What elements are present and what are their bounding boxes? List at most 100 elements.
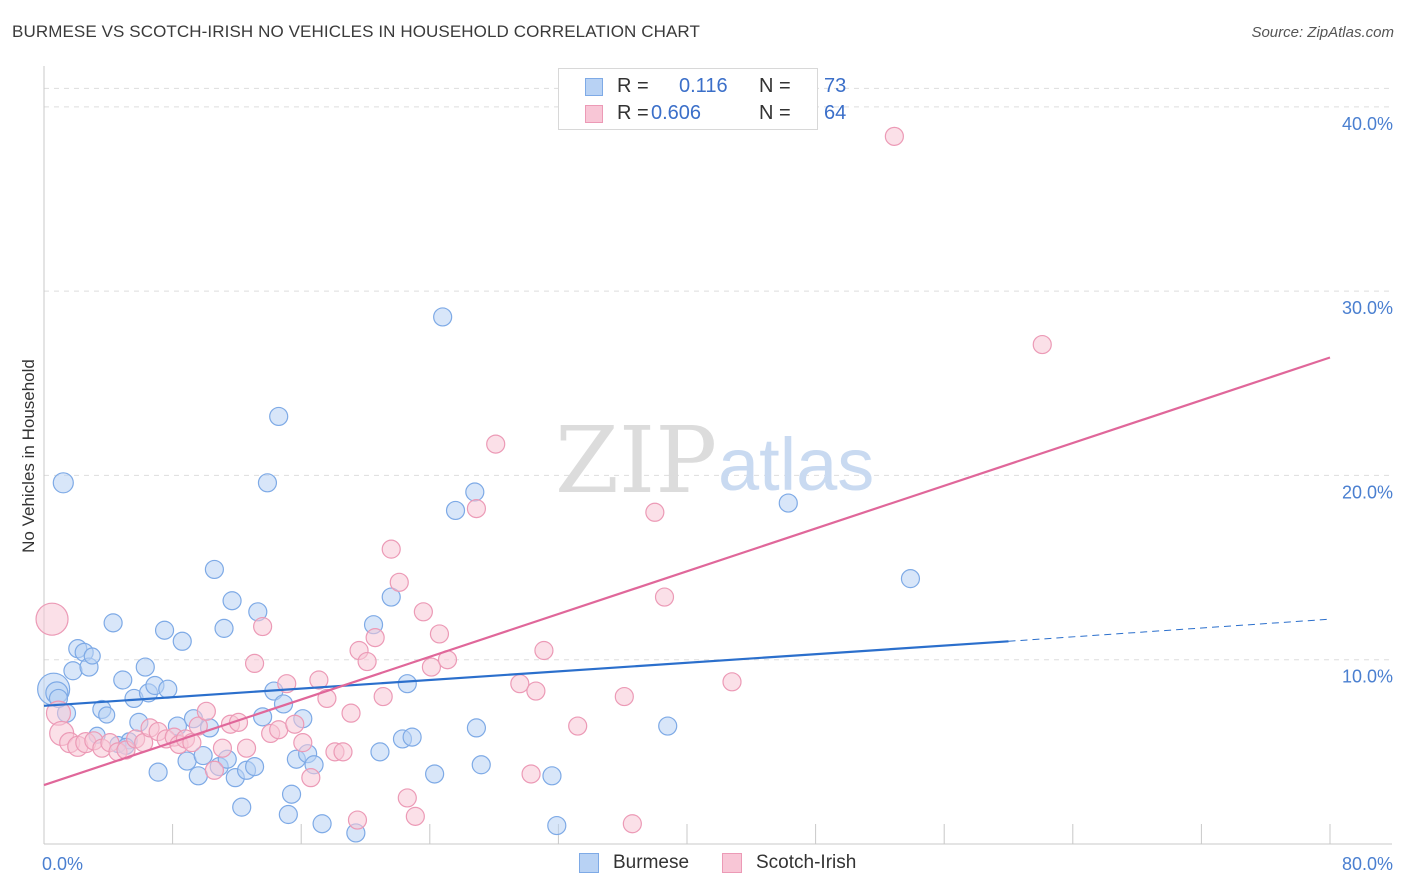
watermark-zip: ZIP: [555, 407, 717, 514]
burmese-point: [397, 674, 417, 694]
scotch-irish-point: [365, 627, 385, 648]
burmese-trend-line: [43, 640, 1009, 707]
burmese-point: [135, 657, 155, 677]
scotch-irish-point: [236, 738, 257, 758]
scotch-irish-point: [244, 653, 265, 674]
series-scotch-irish: [35, 126, 1052, 834]
burmese-point: [465, 482, 485, 502]
burmese-point: [425, 764, 445, 784]
bottom-legend-label-burmese: Burmese: [613, 852, 690, 873]
scotch-irish-point: [654, 587, 675, 607]
scotch-irish-point: [722, 672, 742, 692]
burmese-point: [402, 727, 422, 747]
burmese-point: [103, 613, 123, 633]
y-tick-label: 40.0%: [1342, 114, 1393, 134]
burmese-point: [778, 493, 798, 513]
scotch-irish-trend-line: [43, 356, 1331, 787]
scotch-irish-point: [285, 714, 305, 734]
burmese-point: [154, 620, 175, 640]
bottom-legend-swatch-burmese: [579, 853, 599, 873]
scotch-irish-point: [253, 616, 273, 637]
scotch-irish-point: [196, 701, 216, 721]
scotch-irish-point: [614, 686, 634, 707]
scotch-irish-point: [381, 539, 401, 559]
scotch-irish-point: [405, 806, 425, 826]
trend-layer: [43, 356, 1331, 787]
burmese-point: [253, 707, 273, 727]
burmese-trend-extension: [1008, 618, 1331, 642]
burmese-point: [312, 814, 332, 834]
burmese-point: [542, 766, 562, 786]
scotch-irish-point: [526, 681, 546, 701]
scotch-irish-point: [466, 499, 487, 519]
bottom-legend-label-scotch-irish: Scotch-Irish: [756, 852, 857, 873]
legend-n-value: 73: [824, 75, 847, 97]
legend-n-value: 64: [824, 102, 847, 124]
scotch-irish-point: [188, 716, 208, 736]
scotch-irish-point: [429, 624, 450, 644]
burmese-point: [148, 762, 168, 782]
legend-r-value: 0.606: [651, 102, 702, 124]
y-axis-label: No Vehicles in Household: [19, 359, 38, 553]
scotch-irish-point: [884, 126, 904, 146]
scotch-irish-point: [357, 651, 377, 672]
burmese-point: [214, 618, 234, 638]
burmese-point: [433, 307, 453, 327]
burmese-point: [370, 742, 390, 762]
scotch-irish-point: [373, 686, 393, 707]
legend-swatch-scotch-irish: [585, 105, 603, 123]
scotch-irish-point: [521, 764, 541, 784]
scotch-irish-point: [421, 657, 442, 677]
correlation-legend: R = 0.116 N = 73 R = 0.606 N = 64: [558, 68, 846, 130]
burmese-point: [63, 661, 83, 681]
burmese-point: [445, 500, 466, 521]
burmese-point: [52, 472, 74, 494]
scotch-irish-point: [413, 602, 433, 622]
scotch-irish-point: [389, 572, 409, 592]
legend-swatch-burmese: [585, 78, 603, 96]
grid-layer: [44, 87, 1392, 661]
burmese-point: [278, 804, 298, 825]
series-burmese: [37, 307, 921, 843]
scotch-irish-point: [341, 703, 361, 723]
chart-title: BURMESE VS SCOTCH-IRISH NO VEHICLES IN H…: [12, 22, 700, 41]
legend-n-label: N =: [759, 75, 791, 97]
legend-n-label: N =: [759, 102, 791, 124]
scotch-irish-point: [510, 674, 530, 694]
scotch-irish-point: [35, 602, 69, 636]
scotch-irish-point: [397, 788, 417, 808]
burmese-point: [658, 716, 678, 736]
scotch-irish-point: [347, 810, 368, 830]
burmese-point: [193, 745, 213, 766]
burmese-point: [281, 784, 302, 804]
burmese-point: [177, 751, 197, 771]
burmese-point: [232, 797, 252, 817]
watermark-atlas: atlas: [718, 423, 874, 506]
burmese-point: [98, 706, 116, 724]
source-label: Source: ZipAtlas.com: [1251, 24, 1394, 41]
burmese-point: [547, 815, 567, 836]
scotch-irish-point: [317, 688, 337, 709]
burmese-point: [113, 670, 133, 690]
bottom-legend-swatch-scotch-irish: [722, 853, 742, 873]
tick-labels: 10.0% 20.0% 30.0% 40.0% 0.0% 80.0%: [42, 114, 1393, 874]
scotch-irish-point: [309, 670, 329, 690]
y-tick-label: 30.0%: [1342, 298, 1393, 318]
legend-r-label: R =: [617, 102, 649, 124]
scotch-irish-point: [622, 814, 642, 834]
burmese-point: [273, 694, 294, 714]
scotch-irish-point: [269, 720, 289, 740]
burmese-point: [381, 587, 401, 607]
burmese-point: [204, 559, 224, 580]
burmese-point: [83, 647, 101, 665]
x-tick-label-right: 80.0%: [1342, 854, 1393, 874]
legend-r-value: 0.116: [679, 75, 728, 97]
x-tick-label-left: 0.0%: [42, 854, 83, 874]
burmese-point: [900, 569, 921, 589]
scotch-irish-point: [568, 716, 588, 736]
scotch-irish-point: [645, 502, 665, 522]
burmese-point: [222, 591, 242, 611]
scotch-irish-point: [333, 742, 353, 762]
legend-r-label: R =: [617, 75, 649, 97]
